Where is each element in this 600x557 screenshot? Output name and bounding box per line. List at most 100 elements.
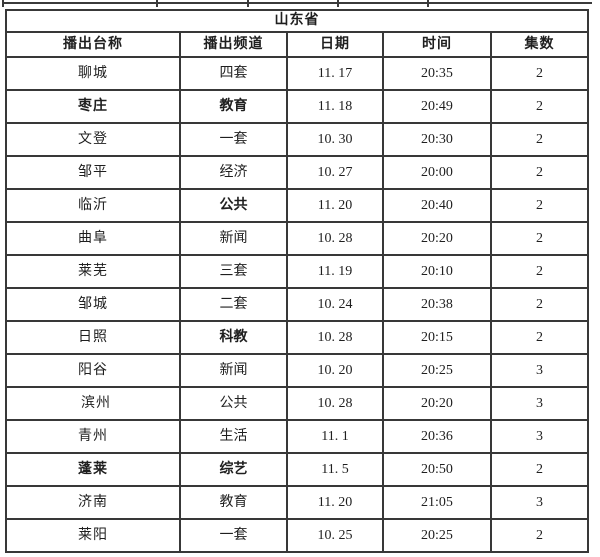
episodes-cell: 3 [489, 485, 590, 520]
time-cell: 20:35 [382, 56, 492, 91]
date-cell: 10. 25 [286, 518, 384, 553]
station-cell: 蓬莱 [5, 452, 181, 487]
time-cell: 20:20 [382, 221, 492, 256]
channel-cell: 生活 [179, 419, 288, 454]
date-cell: 11. 5 [286, 452, 384, 487]
time-cell: 20:10 [382, 254, 492, 289]
table-row: 日照 科教 10. 28 20:15 2 [5, 320, 590, 355]
channel-cell: 综艺 [179, 452, 288, 487]
table-row: 阳谷 新闻 10. 20 20:25 3 [5, 353, 590, 388]
station-cell: 邹平 [5, 155, 181, 190]
station-cell: 莱芜 [5, 254, 181, 289]
channel-cell: 三套 [179, 254, 288, 289]
channel-cell: 新闻 [179, 221, 288, 256]
col-header-station: 播出台称 [5, 31, 181, 58]
station-cell: 临沂 [5, 188, 181, 223]
station-cell: 文登 [5, 122, 181, 157]
station-cell: 枣庄 [5, 89, 181, 124]
time-cell: 20:38 [382, 287, 492, 322]
table-row: 蓬莱 综艺 11. 5 20:50 2 [5, 452, 590, 487]
date-cell: 11. 20 [286, 485, 384, 520]
episodes-cell: 3 [489, 353, 590, 388]
table-row: 莱阳 一套 10. 25 20:25 2 [5, 518, 590, 553]
channel-cell: 教育 [179, 89, 288, 124]
time-cell: 20:00 [382, 155, 492, 190]
date-cell: 11. 17 [286, 56, 384, 91]
channel-cell: 新闻 [179, 353, 288, 388]
date-cell: 11. 20 [286, 188, 384, 223]
time-cell: 20:50 [382, 452, 492, 487]
date-cell: 10. 20 [286, 353, 384, 388]
date-cell: 10. 28 [286, 221, 384, 256]
broadcast-schedule-table: 山东省 播出台称 播出频道 日期 时间 集数 聊城 四套 11. 17 20:3… [4, 9, 590, 553]
table-row: 济南 教育 11. 20 21:05 3 [5, 485, 590, 520]
table-row: 聊城 四套 11. 17 20:35 2 [5, 56, 590, 91]
episodes-cell: 2 [489, 155, 590, 190]
episodes-cell: 3 [489, 419, 590, 454]
column-header-row: 播出台称 播出频道 日期 时间 集数 [5, 31, 590, 58]
time-cell: 20:25 [382, 518, 492, 553]
table-row: 枣庄 教育 11. 18 20:49 2 [5, 89, 590, 124]
remnant-column-stub [337, 0, 339, 7]
channel-cell: 一套 [179, 518, 288, 553]
episodes-cell: 2 [489, 254, 590, 289]
time-cell: 20:36 [382, 419, 492, 454]
time-cell: 21:05 [382, 485, 492, 520]
date-cell: 10. 24 [286, 287, 384, 322]
episodes-cell: 2 [489, 89, 590, 124]
channel-cell: 科教 [179, 320, 288, 355]
date-cell: 10. 30 [286, 122, 384, 157]
remnant-border-line [2, 2, 592, 4]
table-row: 邹城 二套 10. 24 20:38 2 [5, 287, 590, 322]
time-cell: 20:30 [382, 122, 492, 157]
channel-cell: 公共 [179, 386, 288, 421]
remnant-column-stub [427, 0, 429, 7]
table-row: 邹平 经济 10. 27 20:00 2 [5, 155, 590, 190]
episodes-cell: 2 [489, 56, 590, 91]
episodes-cell: 2 [489, 221, 590, 256]
province-title: 山东省 [4, 9, 590, 33]
station-cell: 邹城 [5, 287, 181, 322]
channel-cell: 一套 [179, 122, 288, 157]
station-cell: 日照 [5, 320, 181, 355]
station-cell: 曲阜 [5, 221, 181, 256]
time-cell: 20:20 [382, 386, 492, 421]
channel-cell: 四套 [179, 56, 288, 91]
table-row: 莱芜 三套 11. 19 20:10 2 [5, 254, 590, 289]
date-cell: 11. 19 [286, 254, 384, 289]
station-cell: 滨州 [5, 386, 181, 421]
province-header-row: 山东省 [4, 9, 590, 33]
time-cell: 20:49 [382, 89, 492, 124]
episodes-cell: 2 [489, 188, 590, 223]
date-cell: 11. 18 [286, 89, 384, 124]
remnant-column-stub [247, 0, 249, 7]
table-row: 文登 一套 10. 30 20:30 2 [5, 122, 590, 157]
episodes-cell: 2 [489, 287, 590, 322]
remnant-column-stub [2, 0, 4, 7]
col-header-channel: 播出频道 [179, 31, 288, 58]
channel-cell: 经济 [179, 155, 288, 190]
channel-cell: 教育 [179, 485, 288, 520]
time-cell: 20:25 [382, 353, 492, 388]
station-cell: 莱阳 [5, 518, 181, 553]
station-cell: 阳谷 [5, 353, 181, 388]
channel-cell: 公共 [179, 188, 288, 223]
episodes-cell: 2 [489, 452, 590, 487]
date-cell: 10. 27 [286, 155, 384, 190]
channel-cell: 二套 [179, 287, 288, 322]
remnant-column-stub [156, 0, 158, 7]
episodes-cell: 2 [489, 518, 590, 553]
col-header-date: 日期 [286, 31, 384, 58]
table-row: 青州 生活 11. 1 20:36 3 [5, 419, 590, 454]
episodes-cell: 3 [489, 386, 590, 421]
station-cell: 聊城 [5, 56, 181, 91]
episodes-cell: 2 [489, 122, 590, 157]
time-cell: 20:15 [382, 320, 492, 355]
table-row: 滨州 公共 10. 28 20:20 3 [5, 386, 590, 421]
date-cell: 10. 28 [286, 320, 384, 355]
table-row: 临沂 公共 11. 20 20:40 2 [5, 188, 590, 223]
col-header-time: 时间 [382, 31, 492, 58]
table-row: 曲阜 新闻 10. 28 20:20 2 [5, 221, 590, 256]
col-header-episodes: 集数 [489, 31, 590, 58]
